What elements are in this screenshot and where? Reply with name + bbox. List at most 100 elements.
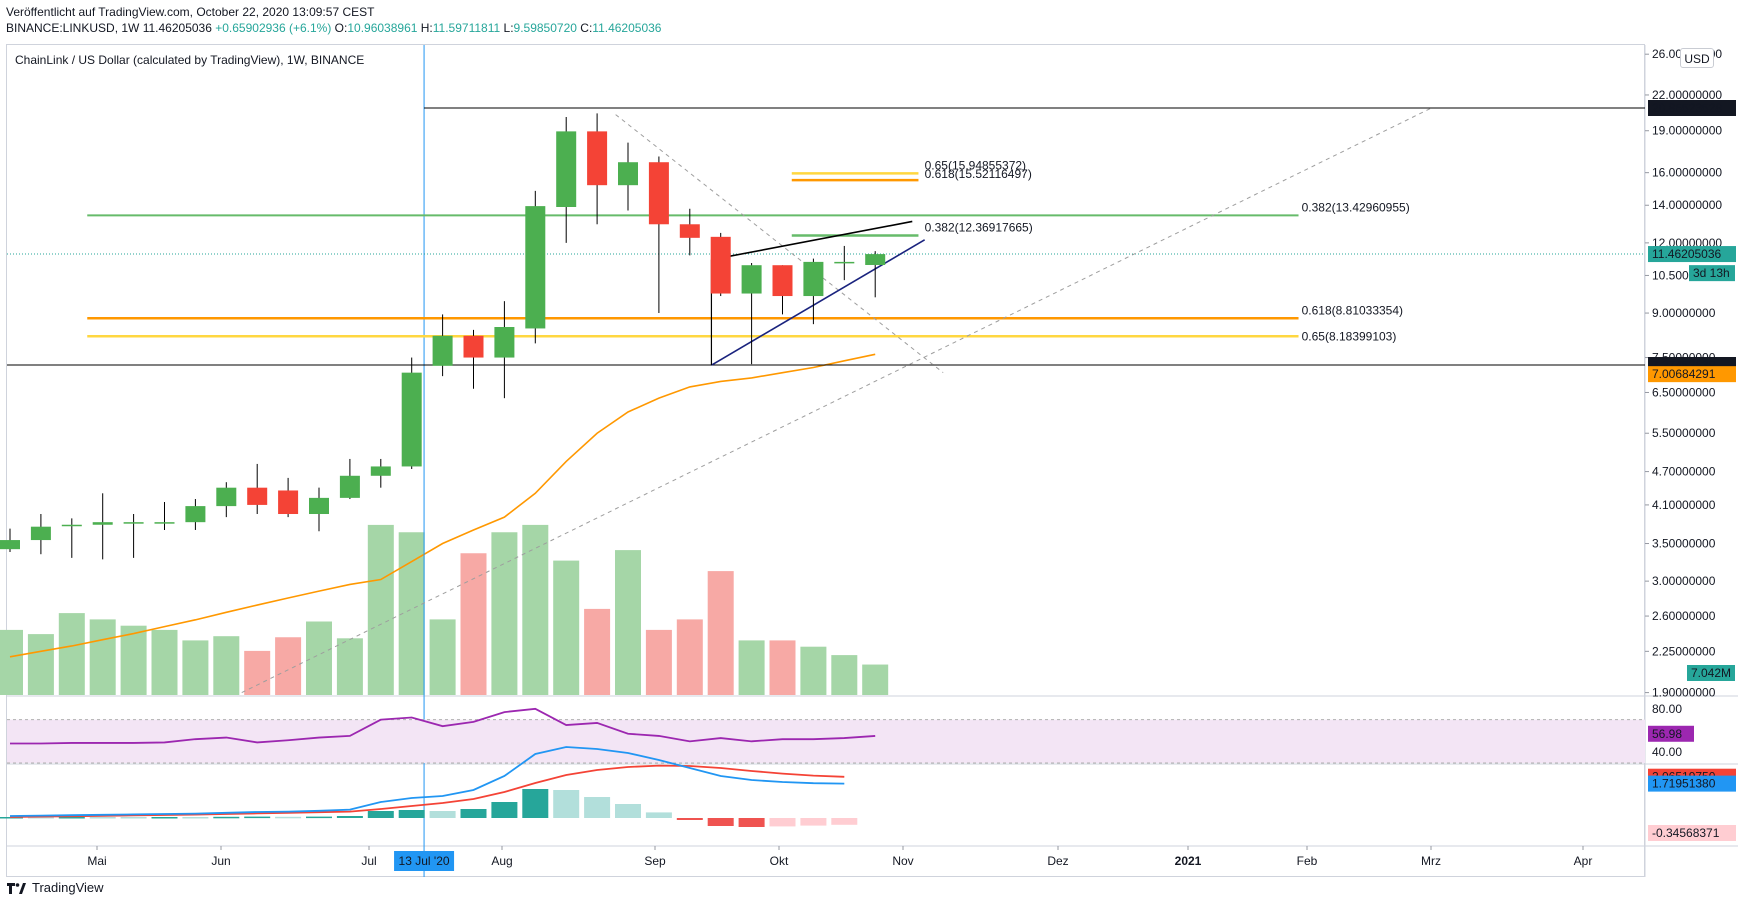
rsi-value-label: 56.98 — [1652, 727, 1682, 741]
macd-histogram-bar — [584, 797, 611, 818]
y-tick-label: 2.60000000 — [1652, 609, 1716, 623]
y-tick-label: 5.50000000 — [1652, 426, 1716, 440]
footer: TradingView — [6, 880, 104, 895]
macd-histogram-bar — [800, 818, 827, 826]
volume-bar — [213, 636, 240, 695]
macd-histogram-bar — [58, 817, 85, 819]
symbol-label: BINANCE:LINKUSD, 1W — [6, 21, 140, 35]
y-tick-label: 6.50000000 — [1652, 385, 1716, 399]
macd-histogram-bar — [676, 818, 703, 820]
dashed-trendline — [615, 114, 944, 374]
fib-label: 0.65(8.18399103) — [1302, 329, 1397, 343]
macd-histogram-bar — [151, 817, 178, 819]
fib-label: 0.382(13.42960955) — [1302, 200, 1410, 214]
y-tick-label: 19.00000000 — [1652, 124, 1722, 138]
last-price: 11.46205036 — [142, 21, 212, 35]
volume-label: 7.042M — [1691, 666, 1731, 680]
x-tick-label: Jun — [211, 854, 230, 868]
macd-histogram-bar — [553, 790, 580, 818]
macd-histogram-bar — [460, 809, 487, 818]
y-tick-label: 16.00000000 — [1652, 166, 1722, 180]
dashed-trendline — [241, 107, 1432, 694]
macd-line — [9, 746, 845, 817]
candle-body — [278, 490, 299, 515]
macd-histogram-bar — [831, 818, 858, 825]
x-tick-label: Dez — [1047, 854, 1068, 868]
published-line: Veröffentlicht auf TradingView.com, Octo… — [6, 5, 375, 19]
candle-body — [865, 254, 886, 265]
macd-histogram-bar — [120, 817, 147, 819]
y-tick-label: 14.00000000 — [1652, 198, 1722, 212]
candle-body — [432, 335, 453, 366]
price-box — [1648, 100, 1736, 116]
candle-body — [710, 236, 731, 294]
volume-bar — [89, 619, 116, 695]
volume-bar — [336, 638, 363, 695]
y-tick-label: 9.00000000 — [1652, 306, 1716, 320]
volume-bar — [120, 625, 147, 695]
price-change: +0.65902936 (+6.1%) — [215, 21, 332, 35]
wedge-upper-line — [711, 220, 913, 261]
rsi-tick-label: 40.00 — [1652, 745, 1682, 759]
high-label: H: — [420, 21, 433, 35]
volume-bar — [553, 560, 580, 695]
rsi-value-box — [1648, 725, 1694, 742]
macd-histogram-bar — [244, 816, 271, 819]
rsi-line — [10, 707, 876, 745]
ohlc-line: BINANCE:LINKUSD, 1W 11.46205036 +0.65902… — [6, 20, 661, 36]
macd-histogram-bar — [738, 818, 765, 827]
volume-bar — [275, 637, 302, 695]
chart-header: Veröffentlicht auf TradingView.com, Octo… — [6, 4, 661, 36]
fib-label: 0.382(12.36917665) — [925, 220, 1033, 234]
candle-body — [834, 261, 855, 264]
candle-body — [92, 522, 113, 525]
wedge-lower-line — [711, 239, 926, 366]
volume-bar — [800, 646, 827, 695]
candle-body — [339, 475, 360, 498]
x-tick-label: Jul — [361, 854, 376, 868]
low-value: 9.59850720 — [513, 21, 577, 35]
candle-body — [247, 487, 268, 505]
low-label: L: — [503, 21, 514, 35]
price-box — [1689, 265, 1735, 282]
volume-bar — [676, 619, 703, 695]
macd-hist-label: -0.34568371 — [1652, 826, 1720, 840]
volume-label-box — [1687, 665, 1735, 681]
macd-histogram-bar — [275, 816, 302, 819]
rsi-tick-label: 80.00 — [1652, 702, 1682, 716]
candle-body — [556, 131, 577, 207]
volume-bar — [460, 553, 487, 695]
candle-body — [803, 261, 824, 297]
candle-body — [494, 327, 515, 358]
tradingview-brand: TradingView — [32, 880, 104, 895]
close-label: C: — [580, 21, 593, 35]
x-tick-label: Mai — [87, 854, 106, 868]
open-label: O: — [334, 21, 348, 35]
volume-bar — [27, 634, 54, 695]
macd-histogram-bar — [522, 789, 549, 818]
volume-bar — [615, 550, 641, 695]
candle-body — [123, 522, 144, 524]
candle-body — [648, 162, 669, 225]
chart-title: ChainLink / US Dollar (calculated by Tra… — [15, 53, 364, 67]
price-box-label: 11.46205036 — [1652, 247, 1722, 261]
currency-button[interactable]: USD — [1680, 48, 1714, 68]
volume-bar — [707, 571, 734, 695]
macd-value-box — [1648, 775, 1736, 792]
volume-bar — [584, 608, 611, 695]
macd-histogram-bar — [213, 816, 240, 819]
volume-bar — [429, 619, 456, 695]
macd-histogram-bar — [367, 811, 394, 818]
y-tick-label: 2.25000000 — [1652, 644, 1716, 658]
volume-bar — [831, 655, 858, 695]
close-value: 11.46205036 — [592, 21, 662, 35]
y-tick-label: 3.00000000 — [1652, 574, 1716, 588]
macd-hist-box — [1648, 825, 1736, 841]
macd-histogram-bar — [398, 810, 425, 818]
candle-body — [30, 526, 51, 541]
y-tick-label: 4.70000000 — [1652, 465, 1716, 479]
macd-histogram-bar — [615, 804, 641, 818]
macd-histogram-bar — [645, 812, 672, 818]
candle-body — [741, 265, 762, 294]
